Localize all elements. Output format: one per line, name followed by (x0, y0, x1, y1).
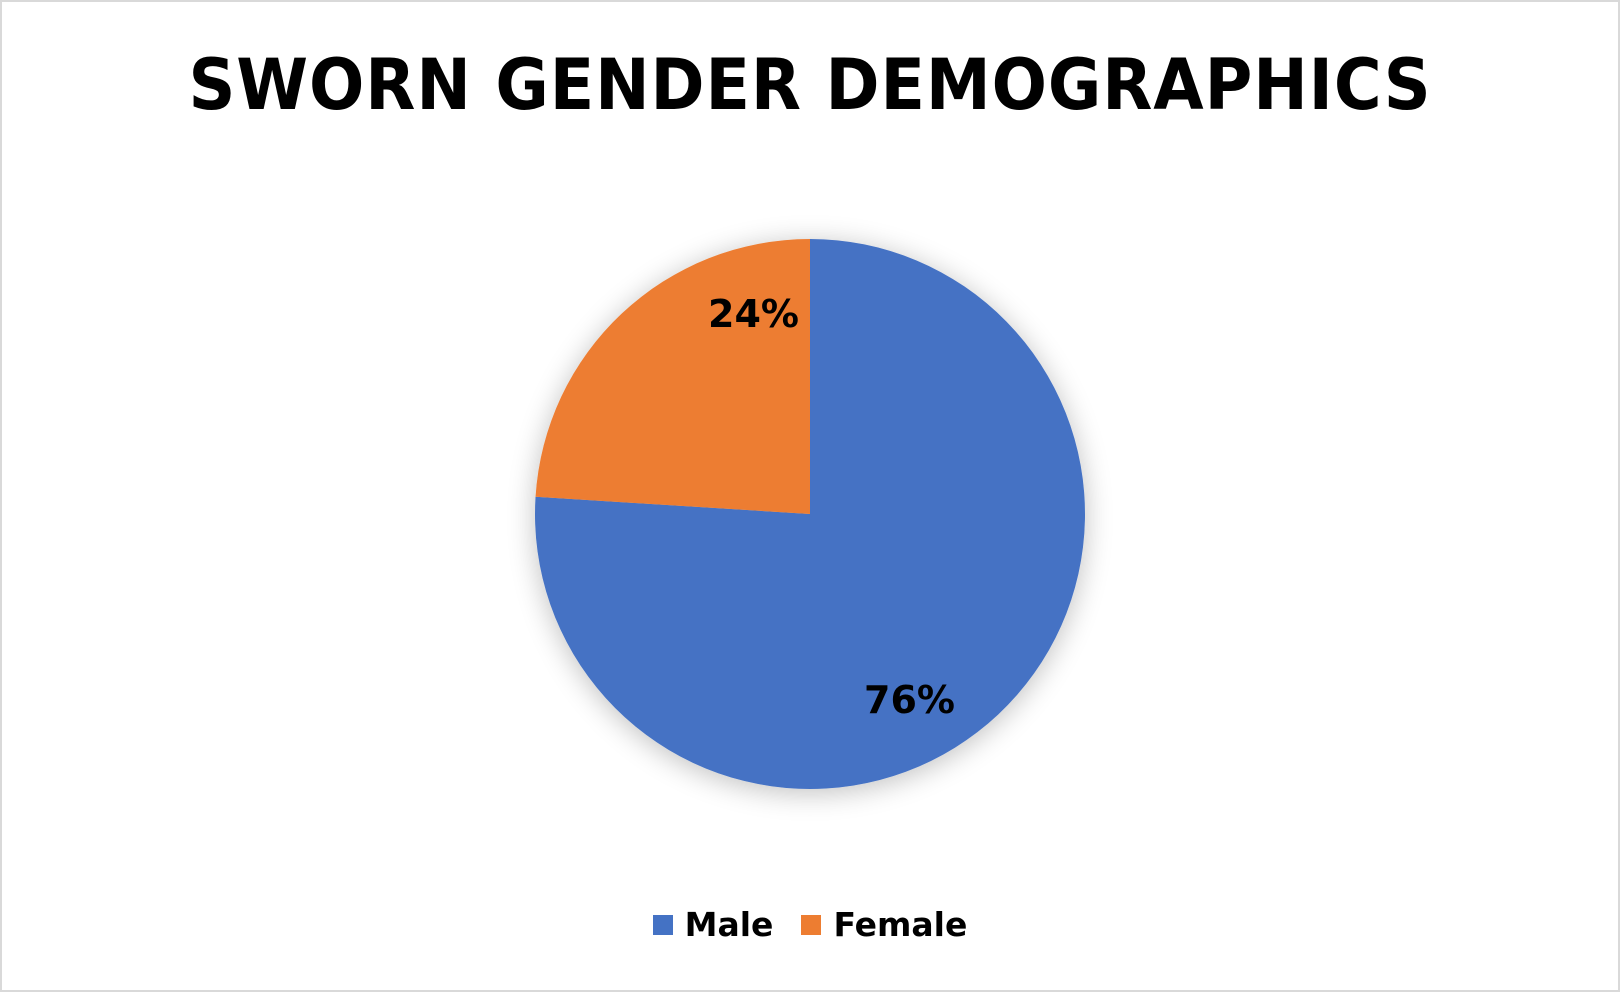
legend-swatch-female (801, 914, 822, 935)
legend: Male Female (0, 905, 1620, 944)
legend-item-male[interactable]: Male (652, 905, 774, 944)
data-label-female: 24% (708, 292, 799, 336)
chart-title: SWORN GENDER DEMOGRAPHICS (188, 44, 1432, 126)
data-label-male: 76% (864, 678, 955, 722)
legend-item-female[interactable]: Female (801, 905, 967, 944)
pie-slice-female[interactable] (535, 239, 810, 514)
legend-swatch-male (652, 914, 673, 935)
legend-label-female: Female (833, 905, 968, 944)
legend-label-male: Male (684, 905, 774, 944)
